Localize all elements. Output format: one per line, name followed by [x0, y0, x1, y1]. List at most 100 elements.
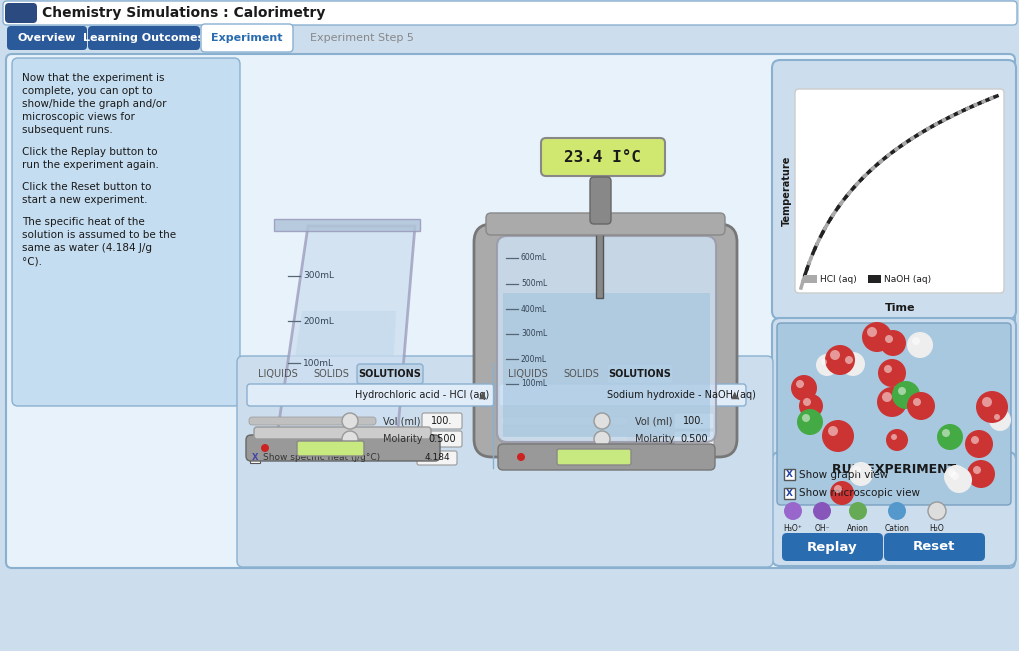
Circle shape — [790, 375, 816, 401]
FancyBboxPatch shape — [771, 318, 1015, 558]
Text: SOLUTIONS: SOLUTIONS — [359, 369, 421, 379]
Circle shape — [892, 381, 919, 409]
Text: Show specific heat (J/g°C): Show specific heat (J/g°C) — [263, 454, 380, 462]
Text: Cation: Cation — [883, 524, 909, 533]
Circle shape — [824, 345, 854, 375]
Circle shape — [943, 465, 967, 489]
Circle shape — [821, 420, 853, 452]
Text: 100.: 100. — [431, 416, 452, 426]
Circle shape — [852, 466, 860, 474]
Text: Vol (ml): Vol (ml) — [382, 416, 420, 426]
Text: HCl (aq): HCl (aq) — [819, 275, 856, 283]
FancyBboxPatch shape — [474, 224, 737, 457]
Circle shape — [970, 436, 978, 444]
Text: 500mL: 500mL — [521, 279, 547, 288]
Text: Show specific heat (J/g°C): Show specific heat (J/g°C) — [515, 454, 632, 462]
FancyBboxPatch shape — [88, 26, 200, 50]
Circle shape — [844, 356, 852, 364]
FancyBboxPatch shape — [3, 1, 1016, 25]
FancyBboxPatch shape — [771, 452, 1015, 566]
Text: ▲: ▲ — [730, 390, 738, 400]
FancyBboxPatch shape — [249, 435, 376, 443]
Text: Experiment Step 5: Experiment Step 5 — [310, 33, 414, 43]
Circle shape — [945, 467, 971, 493]
Text: H₂O: H₂O — [928, 524, 944, 533]
FancyBboxPatch shape — [776, 323, 1010, 505]
Circle shape — [884, 335, 892, 343]
FancyBboxPatch shape — [540, 138, 664, 176]
Circle shape — [841, 352, 864, 376]
Bar — [867, 275, 880, 283]
Circle shape — [848, 462, 872, 486]
Text: The specific heat of the: The specific heat of the — [22, 217, 145, 227]
FancyBboxPatch shape — [5, 3, 37, 23]
FancyBboxPatch shape — [249, 417, 376, 425]
FancyBboxPatch shape — [674, 413, 713, 429]
Bar — [250, 453, 260, 463]
Text: 100mL: 100mL — [521, 380, 546, 389]
Circle shape — [827, 426, 838, 436]
Text: X: X — [503, 454, 510, 462]
Circle shape — [906, 332, 932, 358]
FancyBboxPatch shape — [883, 533, 984, 561]
Text: Chemistry Simulations : Calorimetry: Chemistry Simulations : Calorimetry — [42, 6, 325, 20]
Text: °C).: °C). — [22, 256, 42, 266]
Circle shape — [975, 391, 1007, 423]
Text: start a new experiment.: start a new experiment. — [22, 195, 148, 205]
Circle shape — [802, 398, 810, 406]
FancyBboxPatch shape — [674, 431, 713, 447]
Text: X: X — [785, 489, 792, 498]
Text: LIQUIDS: LIQUIDS — [258, 369, 298, 379]
FancyBboxPatch shape — [7, 26, 87, 50]
Circle shape — [881, 392, 892, 402]
Text: Molarity: Molarity — [635, 434, 674, 444]
FancyBboxPatch shape — [497, 444, 714, 470]
FancyBboxPatch shape — [668, 451, 708, 465]
FancyBboxPatch shape — [246, 435, 439, 461]
Circle shape — [879, 330, 905, 356]
Text: 0.500: 0.500 — [680, 434, 707, 444]
Text: show/hide the graph and/or: show/hide the graph and/or — [22, 99, 166, 109]
Text: 4.184: 4.184 — [676, 454, 701, 462]
Bar — [784, 488, 794, 499]
FancyBboxPatch shape — [357, 364, 423, 384]
Text: complete, you can opt to: complete, you can opt to — [22, 86, 153, 96]
Text: Time: Time — [883, 303, 914, 313]
Circle shape — [950, 472, 958, 480]
FancyBboxPatch shape — [556, 449, 631, 465]
FancyBboxPatch shape — [500, 417, 628, 425]
Circle shape — [972, 466, 980, 474]
Text: SOLIDS: SOLIDS — [313, 369, 348, 379]
FancyBboxPatch shape — [236, 356, 772, 567]
Text: ▲: ▲ — [478, 390, 485, 400]
Circle shape — [888, 502, 905, 520]
Text: run the experiment again.: run the experiment again. — [22, 160, 159, 170]
Text: same as water (4.184 J/g: same as water (4.184 J/g — [22, 243, 152, 253]
Circle shape — [897, 387, 905, 395]
FancyBboxPatch shape — [247, 384, 493, 406]
Circle shape — [798, 394, 822, 418]
Text: Now that the experiment is: Now that the experiment is — [22, 73, 164, 83]
Text: Learning Outcomes: Learning Outcomes — [84, 33, 205, 43]
Circle shape — [829, 350, 840, 360]
Circle shape — [886, 429, 907, 451]
Circle shape — [861, 322, 892, 352]
Polygon shape — [283, 311, 395, 429]
Text: SOLIDS: SOLIDS — [562, 369, 598, 379]
Text: Anion: Anion — [846, 524, 868, 533]
Circle shape — [795, 380, 803, 388]
Circle shape — [911, 337, 919, 345]
Text: NaOH (aq): NaOH (aq) — [883, 275, 930, 283]
Circle shape — [936, 424, 962, 450]
FancyBboxPatch shape — [782, 533, 882, 561]
Circle shape — [593, 413, 609, 429]
Text: Vol (ml): Vol (ml) — [635, 416, 672, 426]
FancyBboxPatch shape — [422, 431, 462, 447]
FancyBboxPatch shape — [589, 177, 610, 224]
FancyBboxPatch shape — [417, 451, 457, 465]
Text: 0.500: 0.500 — [428, 434, 455, 444]
Polygon shape — [502, 293, 709, 437]
Text: 400mL: 400mL — [521, 305, 547, 314]
Text: Molarity: Molarity — [382, 434, 422, 444]
Text: 100mL: 100mL — [303, 359, 333, 368]
